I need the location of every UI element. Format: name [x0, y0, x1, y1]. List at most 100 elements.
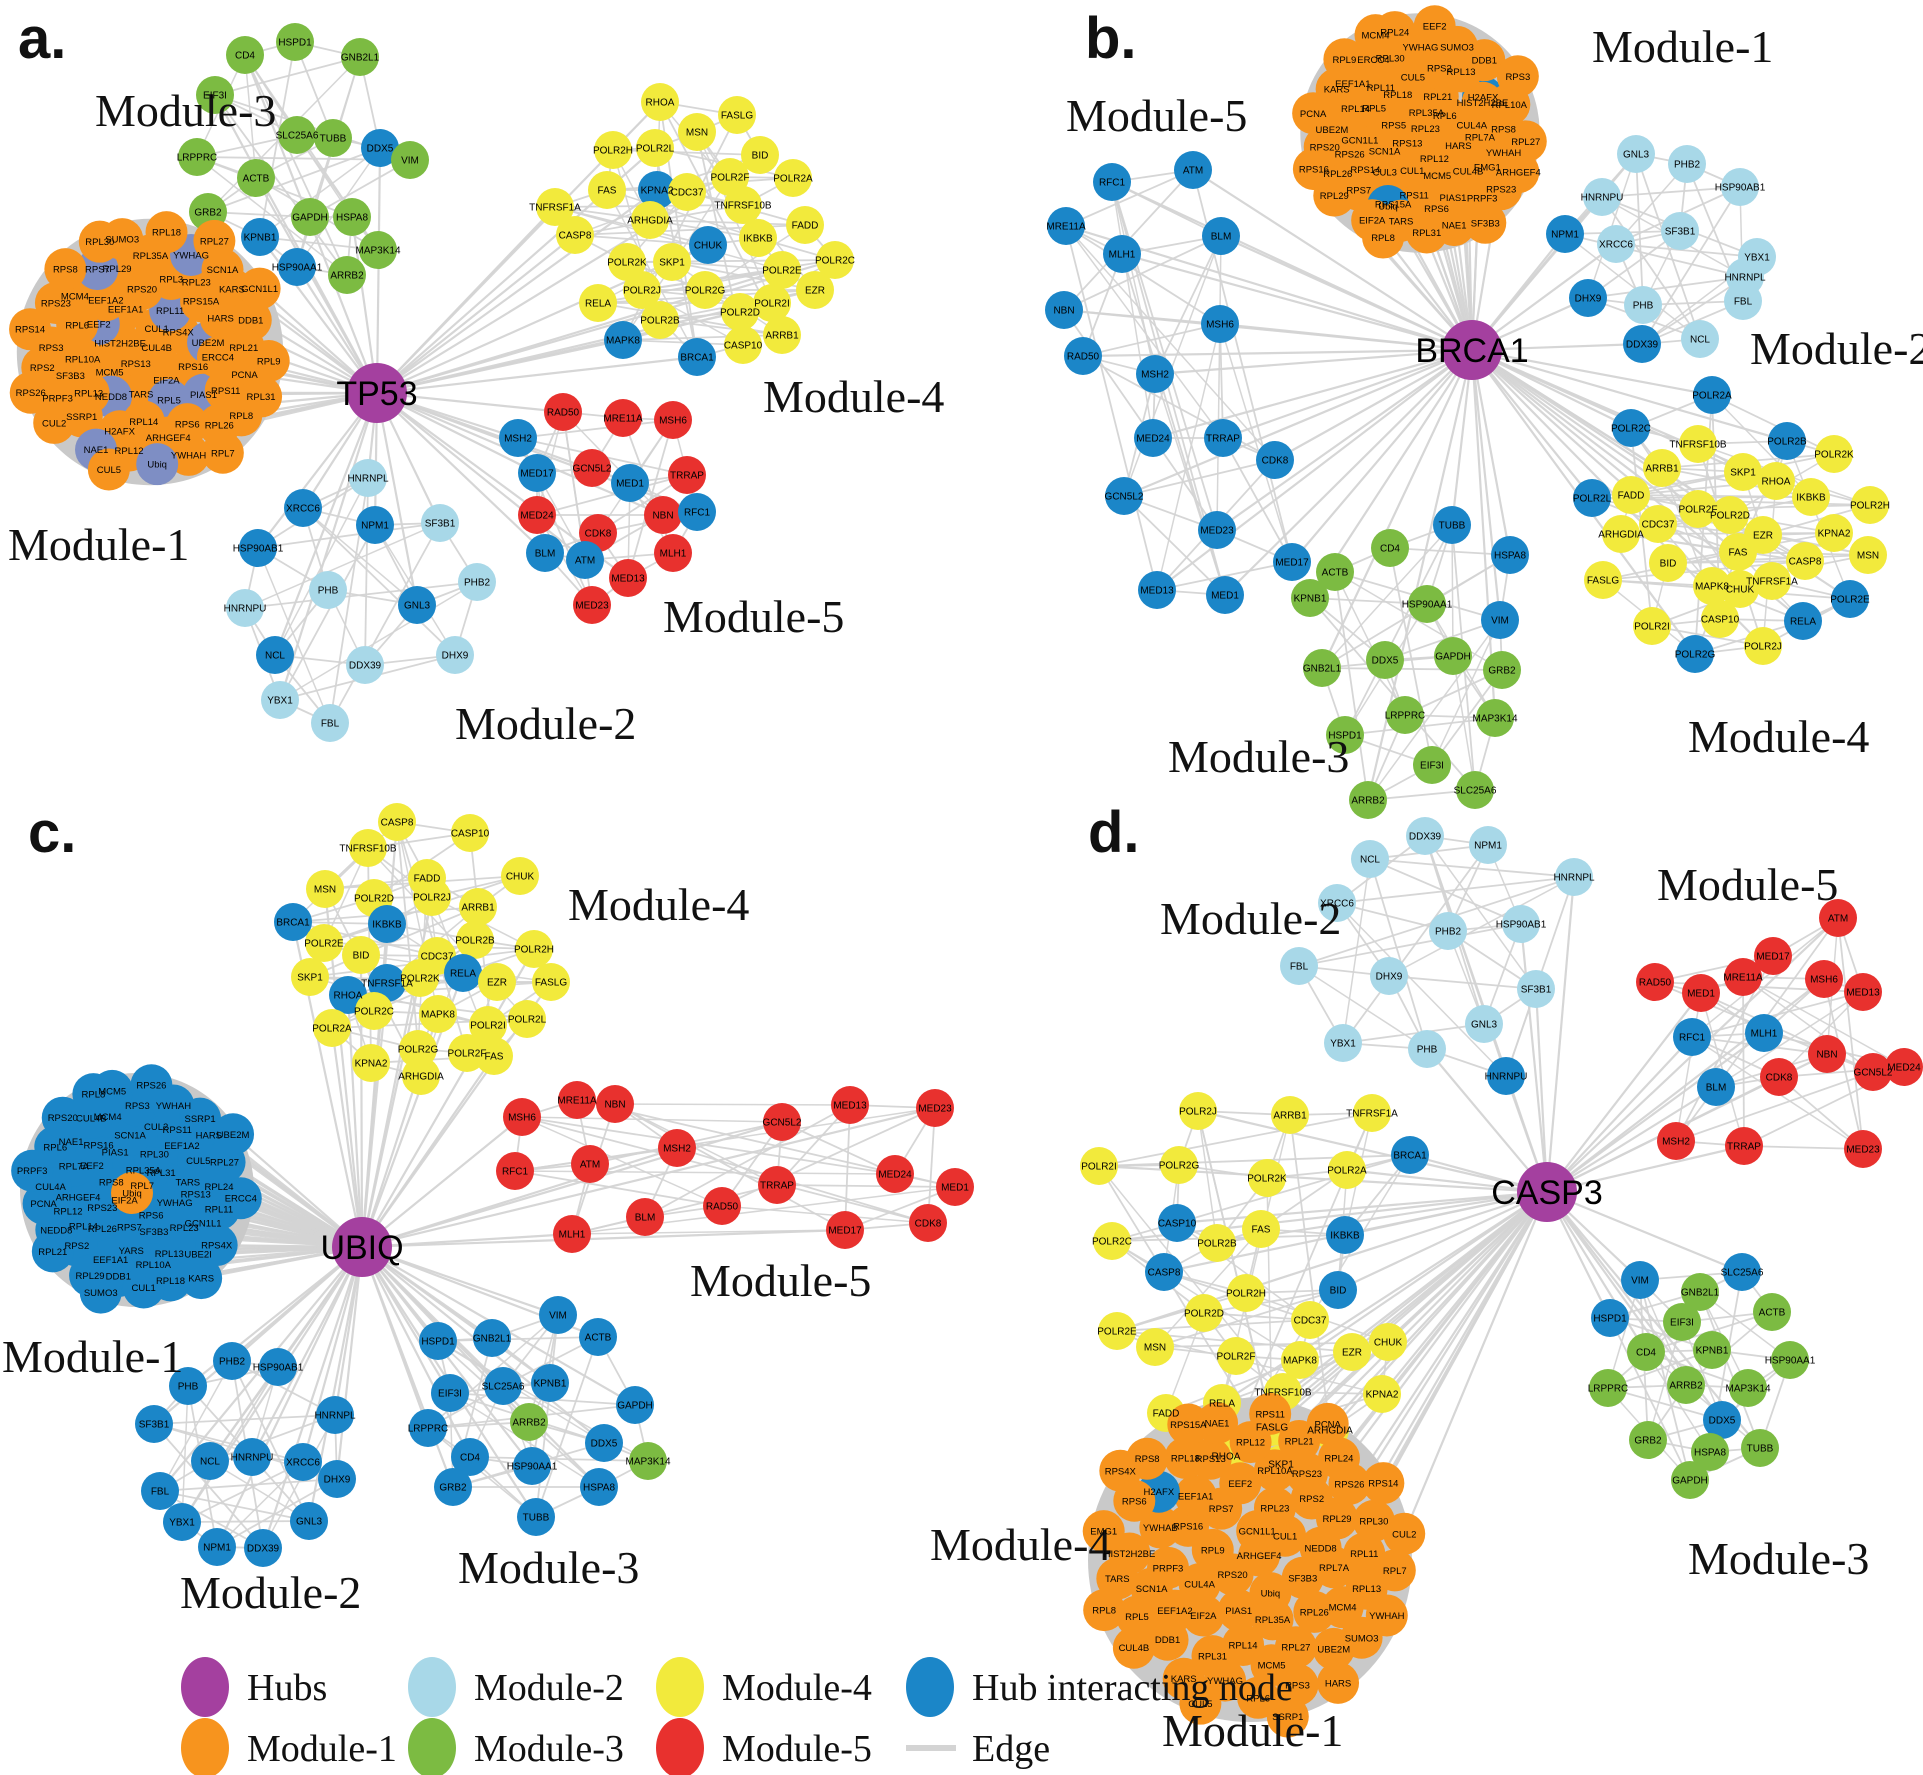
- gene-node-GRB2[interactable]: [1629, 1421, 1667, 1459]
- gene-node-RPL8[interactable]: [1362, 216, 1405, 259]
- gene-node-PHB[interactable]: [169, 1367, 207, 1405]
- gene-node-ACTB[interactable]: [237, 159, 275, 197]
- gene-node-GNB2L1[interactable]: [341, 38, 379, 76]
- gene-node-UBE2M[interactable]: [212, 1113, 255, 1156]
- gene-node-EEF2[interactable]: [1413, 5, 1456, 48]
- gene-node-RPL31[interactable]: [1405, 211, 1448, 254]
- gene-node-RPS8[interactable]: [44, 248, 87, 291]
- gene-node-PHB[interactable]: [1408, 1030, 1446, 1068]
- gene-node-PCNA[interactable]: [22, 1182, 65, 1225]
- gene-node-HSP90AB1[interactable]: [1502, 905, 1540, 943]
- gene-node-GNB2L1[interactable]: [1303, 649, 1341, 687]
- gene-node-RPS23[interactable]: [34, 281, 77, 324]
- gene-node-RPL9[interactable]: [1323, 38, 1366, 81]
- gene-node-GCN5L2[interactable]: [1854, 1053, 1892, 1091]
- gene-node-GNB2L1[interactable]: [473, 1319, 511, 1357]
- gene-node-CDK8[interactable]: [909, 1204, 947, 1242]
- gene-node-SLC25A6[interactable]: [1723, 1253, 1761, 1291]
- gene-node-POLR2L[interactable]: [636, 129, 674, 167]
- gene-node-EIF3I[interactable]: [1413, 746, 1451, 784]
- gene-node-POLR2A[interactable]: [1693, 376, 1731, 414]
- gene-node-BID[interactable]: [741, 136, 779, 174]
- gene-node-CASP10[interactable]: [1158, 1204, 1196, 1242]
- gene-node-YWHAH[interactable]: [1365, 1594, 1408, 1637]
- gene-node-POLR2F[interactable]: [1217, 1337, 1255, 1375]
- gene-node-RPL7[interactable]: [1373, 1549, 1416, 1592]
- gene-node-CASP10[interactable]: [451, 814, 489, 852]
- gene-node-GRB2[interactable]: [434, 1468, 472, 1506]
- gene-node-RPS26[interactable]: [130, 1064, 173, 1107]
- gene-node-DHX9[interactable]: [318, 1460, 356, 1498]
- gene-node-LRPPRC[interactable]: [178, 138, 216, 176]
- gene-node-SF3B1[interactable]: [135, 1405, 173, 1443]
- gene-node-FAS[interactable]: [1242, 1210, 1280, 1248]
- gene-node-RELA[interactable]: [444, 954, 482, 992]
- gene-node-ERCC4[interactable]: [219, 1177, 262, 1220]
- gene-node-KPNB1[interactable]: [1693, 1331, 1731, 1369]
- gene-node-DDB1[interactable]: [1463, 39, 1506, 82]
- gene-node-CDC37[interactable]: [1639, 505, 1677, 543]
- gene-node-GAPDH[interactable]: [1671, 1461, 1709, 1499]
- gene-node-GAPDH[interactable]: [291, 198, 329, 236]
- gene-node-FASLG[interactable]: [718, 96, 756, 134]
- gene-node-POLR2C[interactable]: [1093, 1222, 1131, 1260]
- gene-node-HSP90AB1[interactable]: [1721, 168, 1759, 206]
- gene-node-POLR2I[interactable]: [753, 284, 791, 322]
- gene-node-RPS14[interactable]: [1362, 1462, 1405, 1505]
- gene-node-POLR2B[interactable]: [1768, 422, 1806, 460]
- gene-node-SF3B1[interactable]: [1661, 212, 1699, 250]
- gene-node-RHOA[interactable]: [641, 83, 679, 121]
- gene-node-ACTB[interactable]: [579, 1318, 617, 1356]
- gene-node-RPL18[interactable]: [1164, 1436, 1207, 1479]
- gene-node-DDX39[interactable]: [1623, 325, 1661, 363]
- gene-node-MSH2[interactable]: [499, 419, 537, 457]
- gene-node-MRE11A[interactable]: [1724, 958, 1762, 996]
- gene-node-IKBKB[interactable]: [1792, 478, 1830, 516]
- gene-node-POLR2H[interactable]: [1851, 486, 1889, 524]
- gene-node-NBN[interactable]: [644, 496, 682, 534]
- gene-node-ACTB[interactable]: [1316, 553, 1354, 591]
- gene-node-NCL[interactable]: [1351, 840, 1389, 878]
- gene-node-SF3B1[interactable]: [1517, 970, 1555, 1008]
- gene-node-POLR2D[interactable]: [721, 293, 759, 331]
- gene-node-POLR2K[interactable]: [608, 243, 646, 281]
- gene-node-RPS15A[interactable]: [1167, 1403, 1210, 1446]
- gene-node-ACTB[interactable]: [1753, 1293, 1791, 1331]
- gene-node-GNB2L1[interactable]: [1681, 1273, 1719, 1311]
- gene-node-MED1[interactable]: [936, 1168, 974, 1206]
- gene-node-MSH2[interactable]: [1657, 1122, 1695, 1160]
- gene-node-EMG1[interactable]: [1082, 1510, 1125, 1553]
- gene-node-DHX9[interactable]: [436, 636, 474, 674]
- gene-node-SLC25A6[interactable]: [484, 1367, 522, 1405]
- gene-node-FASLG[interactable]: [1584, 561, 1622, 599]
- gene-node-MSH6[interactable]: [1201, 305, 1239, 343]
- gene-node-ARHGDIA[interactable]: [1602, 515, 1640, 553]
- gene-node-VIM[interactable]: [391, 141, 429, 179]
- hub-node-TP53[interactable]: [347, 363, 407, 423]
- gene-node-DDX39[interactable]: [244, 1529, 282, 1567]
- gene-node-GRB2[interactable]: [1483, 651, 1521, 689]
- gene-node-MSH2[interactable]: [1136, 355, 1174, 393]
- gene-node-POLR2J[interactable]: [1744, 627, 1782, 665]
- gene-node-CASP8[interactable]: [378, 803, 416, 841]
- gene-node-BID[interactable]: [1319, 1271, 1357, 1309]
- gene-node-RPL5[interactable]: [1115, 1595, 1158, 1638]
- gene-node-CUL4A[interactable]: [1178, 1563, 1221, 1606]
- gene-node-HNRNPU[interactable]: [226, 589, 264, 627]
- gene-node-RPL35A[interactable]: [1251, 1598, 1294, 1641]
- gene-node-MCM4[interactable]: [1354, 14, 1397, 57]
- gene-node-POLR2B[interactable]: [1198, 1224, 1236, 1262]
- gene-node-FADD[interactable]: [1612, 476, 1650, 514]
- gene-node-EIF3I[interactable]: [196, 76, 234, 114]
- gene-node-RFC1[interactable]: [1673, 1018, 1711, 1056]
- gene-node-ATM[interactable]: [566, 541, 604, 579]
- gene-node-RFC1[interactable]: [678, 493, 716, 531]
- gene-node-POLR2A[interactable]: [313, 1009, 351, 1047]
- gene-node-GCN5L2[interactable]: [1105, 477, 1143, 515]
- gene-node-HSPA8[interactable]: [1491, 536, 1529, 574]
- gene-node-DHX9[interactable]: [1370, 957, 1408, 995]
- gene-node-RFC1[interactable]: [1093, 163, 1131, 201]
- gene-node-CUL5[interactable]: [87, 448, 130, 491]
- gene-node-NBN[interactable]: [596, 1085, 634, 1123]
- gene-node-CASP10[interactable]: [724, 326, 762, 364]
